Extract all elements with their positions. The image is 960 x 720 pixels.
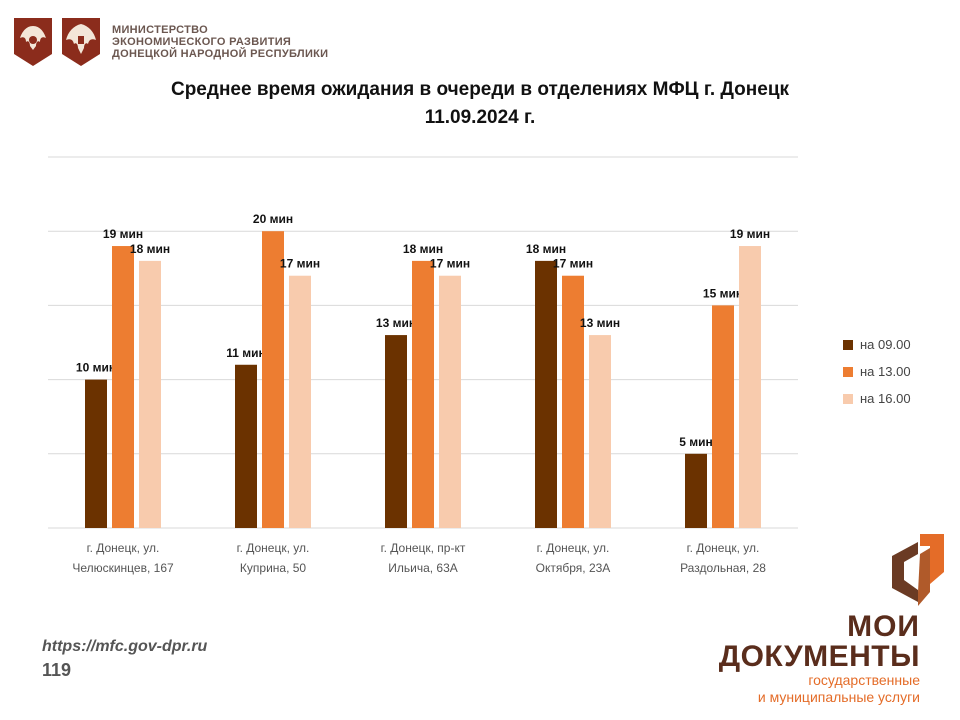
bar (139, 260, 161, 528)
x-tick-label: г. Донецк, ул. (87, 541, 160, 555)
data-label: 17 мин (553, 257, 593, 271)
x-tick-label: г. Донецк, ул. (687, 541, 760, 555)
website-link[interactable]: https://mfc.gov-dpr.ru (42, 638, 208, 655)
bar (85, 379, 107, 528)
data-label: 18 мин (403, 242, 443, 256)
bar (412, 260, 434, 528)
data-label: 5 мин (679, 435, 713, 449)
phone-number: 119 (42, 660, 72, 680)
data-label: 15 мин (703, 286, 743, 300)
data-label: 20 мин (253, 212, 293, 226)
bar (112, 246, 134, 529)
x-tick-label: г. Донецк, ул. (537, 541, 610, 555)
legend-swatch-icon (843, 393, 853, 404)
bar (235, 364, 257, 528)
legend-item: на 13.00 (843, 358, 911, 385)
chart-title-date: 11.09.2024 г. (424, 107, 536, 128)
ministry-name: МИНИСТЕРСТВО ЭКОНОМИЧЕСКОГО РАЗВИТИЯ ДОН… (112, 24, 328, 60)
legend-label: на 16.00 (860, 391, 911, 406)
legend-swatch-icon (843, 366, 853, 377)
legend-label: на 13.00 (860, 364, 911, 379)
ministry-line: ДОНЕЦКОЙ НАРОДНОЙ РЕСПУБЛИКИ (112, 48, 329, 60)
ministry-line: ЭКОНОМИЧЕСКОГО РАЗВИТИЯ (112, 36, 292, 48)
moi-dokumenty-logo-icon (892, 534, 944, 606)
data-label: 17 мин (430, 257, 470, 271)
legend-swatch-icon (843, 339, 853, 350)
legend-item: на 09.00 (843, 331, 911, 358)
logo-line-1: МОИ (847, 610, 920, 643)
logo-line-2: ДОКУМЕНТЫ (718, 640, 920, 673)
x-tick-label: Ильича, 63А (388, 561, 458, 575)
header: МИНИСТЕРСТВО ЭКОНОМИЧЕСКОГО РАЗВИТИЯ ДОН… (12, 14, 328, 70)
bar (535, 260, 557, 528)
logo-subtitle: государственные (808, 672, 920, 688)
bar (589, 335, 611, 528)
bar (289, 275, 311, 528)
data-label: 18 мин (526, 242, 566, 256)
data-label: 19 мин (730, 227, 770, 241)
x-tick-label: г. Донецк, пр-кт (381, 541, 466, 555)
chart-title-line: Среднее время ожидания в очереди в отдел… (170, 79, 790, 100)
data-label: 18 мин (130, 242, 170, 256)
ministry-line: МИНИСТЕРСТВО (112, 24, 208, 36)
bar (439, 275, 461, 528)
x-tick-label: Куприна, 50 (240, 561, 307, 575)
legend: на 09.00 на 13.00 на 16.00 (843, 331, 911, 412)
data-label: 19 мин (103, 227, 143, 241)
chart-title: Среднее время ожидания в очереди в отдел… (0, 76, 960, 132)
legend-item: на 16.00 (843, 385, 911, 412)
bar (385, 335, 407, 528)
data-label: 11 мин (226, 346, 266, 360)
bar (712, 305, 734, 528)
legend-label: на 09.00 (860, 337, 911, 352)
bar (562, 275, 584, 528)
x-tick-label: Челюскинцев, 167 (72, 561, 174, 575)
russia-coat-of-arms-icon (14, 18, 52, 66)
data-label: 10 мин (76, 361, 116, 375)
data-label: 13 мин (580, 316, 620, 330)
data-label: 17 мин (280, 257, 320, 271)
dpr-coat-of-arms-icon (62, 18, 100, 66)
bar (685, 453, 707, 528)
moi-dokumenty-logo: МОИ ДОКУМЕНТЫ государственные и муниципа… (719, 612, 920, 706)
x-tick-label: г. Донецк, ул. (237, 541, 310, 555)
bar (262, 231, 284, 528)
x-tick-label: Раздольная, 28 (680, 561, 766, 575)
bar (739, 246, 761, 529)
x-tick-label: Октября, 23А (536, 561, 611, 575)
logo-subtitle: и муниципальные услуги (757, 689, 920, 705)
data-label: 13 мин (376, 316, 416, 330)
